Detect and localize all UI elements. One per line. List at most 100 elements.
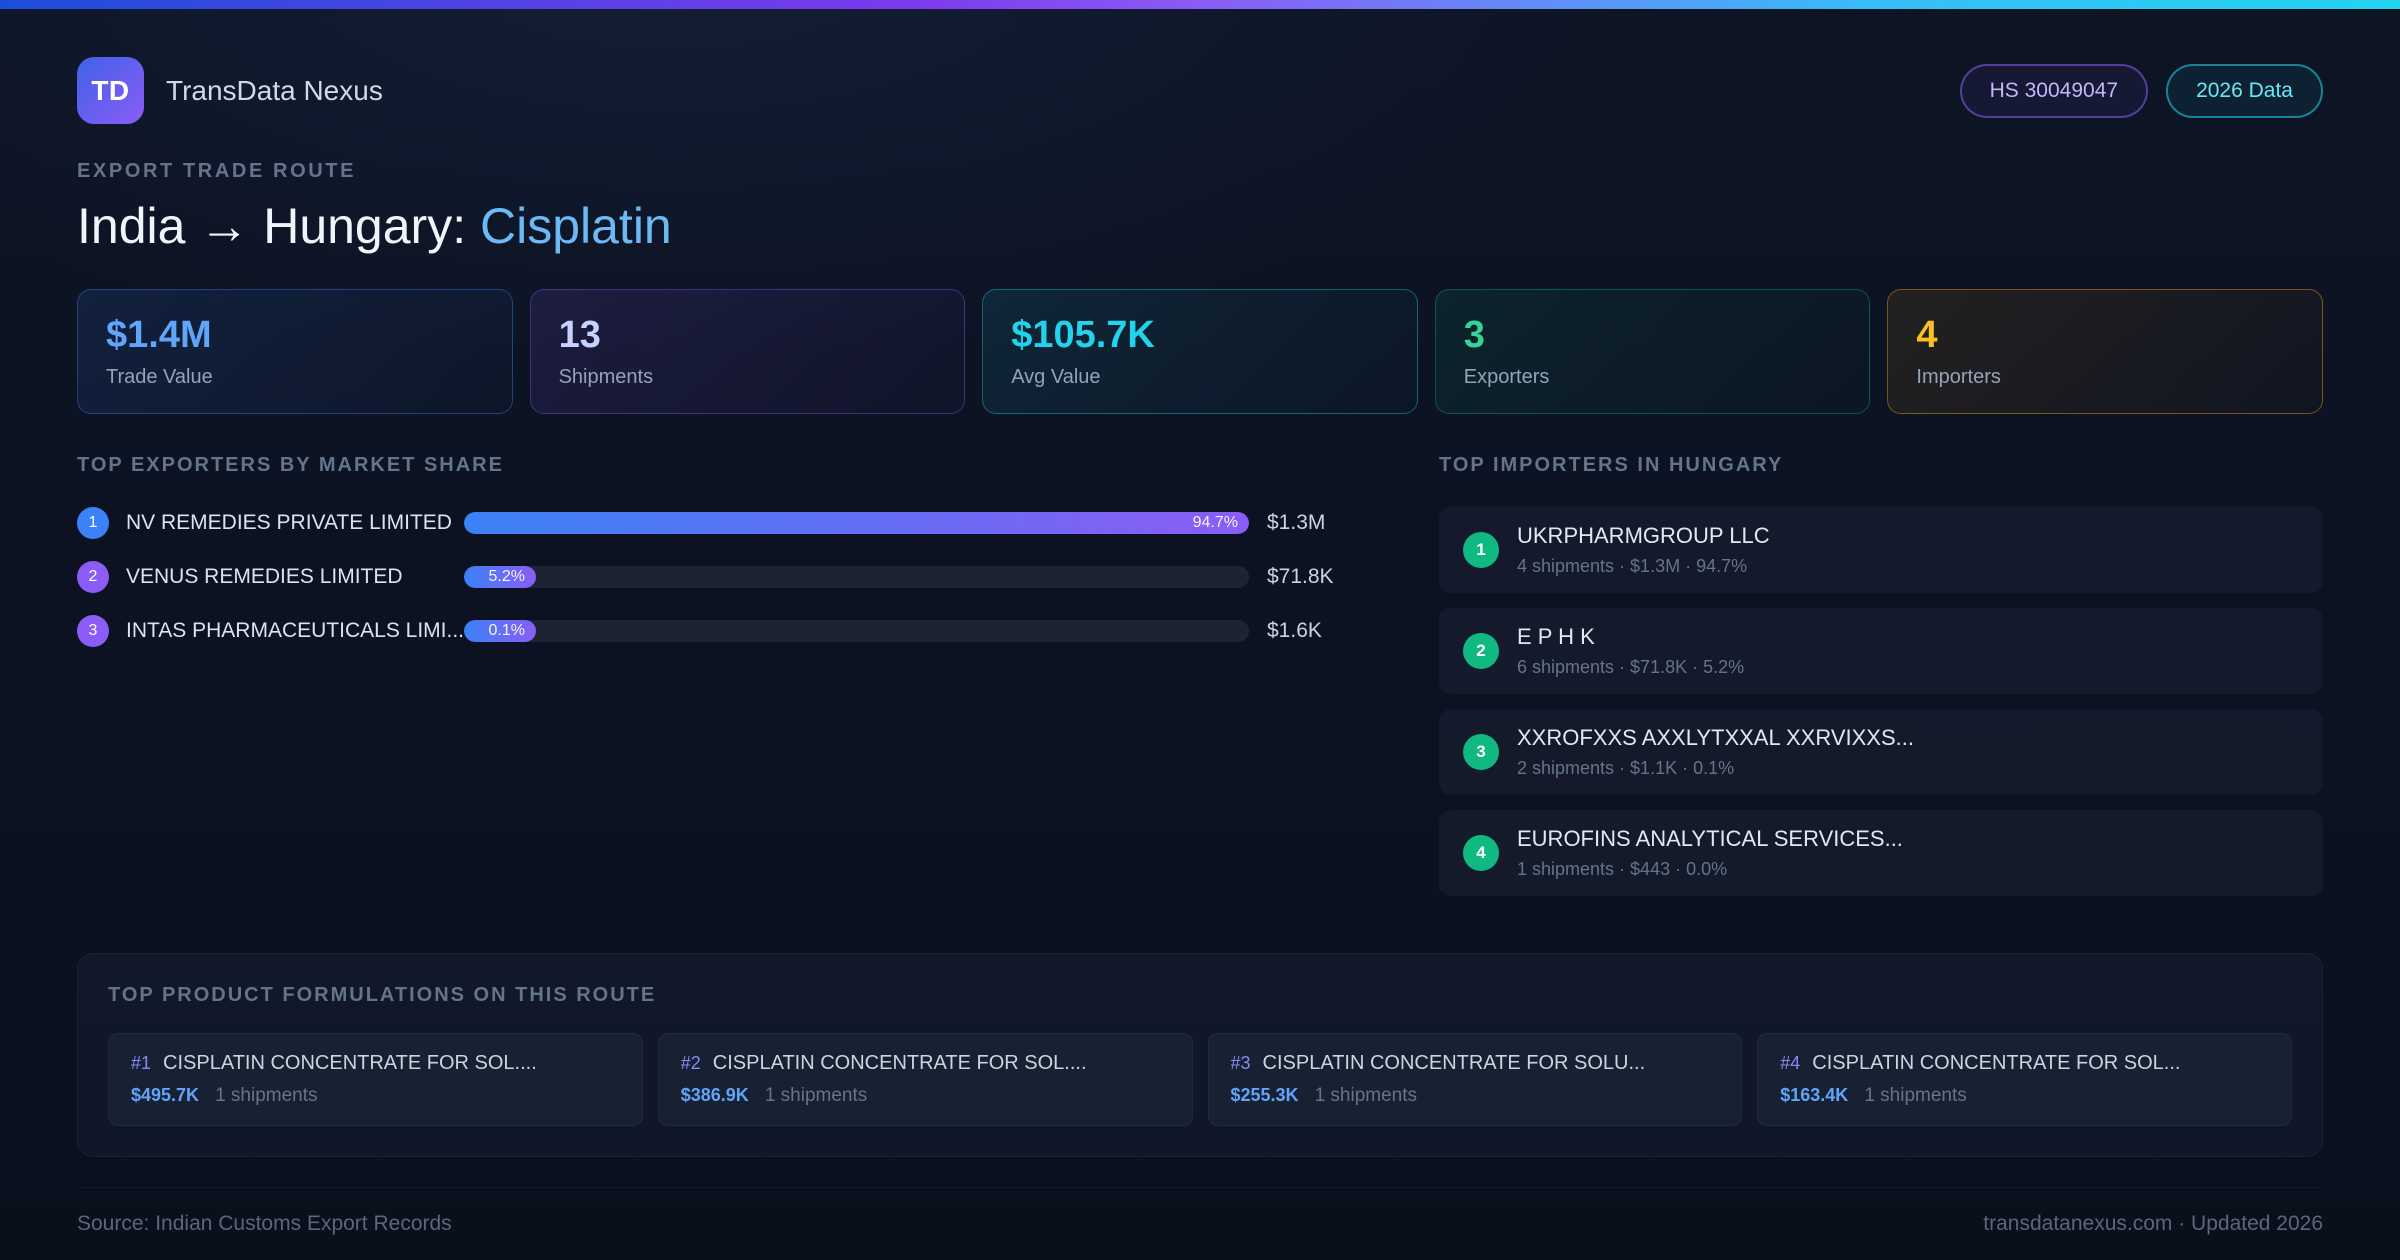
- product-card[interactable]: #1 CISPLATIN CONCENTRATE FOR SOL.... $49…: [108, 1033, 643, 1126]
- exporters-section: TOP EXPORTERS BY MARKET SHARE 1 NV REMED…: [77, 454, 1355, 669]
- product-header: #1 CISPLATIN CONCENTRATE FOR SOL....: [131, 1052, 620, 1075]
- product-name: CISPLATIN CONCENTRATE FOR SOL....: [712, 1052, 1087, 1074]
- products-panel: TOP PRODUCT FORMULATIONS ON THIS ROUTE #…: [77, 953, 2323, 1157]
- stat-label: Shipments: [558, 366, 654, 388]
- exporters-title: TOP EXPORTERS BY MARKET SHARE: [77, 454, 504, 476]
- footer-site: transdatanexus.com · Updated 2026: [1983, 1212, 2323, 1235]
- importer-item[interactable]: 4 EUROFINS ANALYTICAL SERVICES... 1 ship…: [1439, 810, 2323, 896]
- stat-value: 4: [1916, 314, 1938, 356]
- exporter-name: VENUS REMEDIES LIMITED: [126, 565, 403, 588]
- product-shipments: 1 shipments: [1864, 1085, 1967, 1106]
- importer-name: XXROFXXS AXXLYTXXAL XXRVIXXS...: [1517, 725, 1914, 750]
- exporter-name: INTAS PHARMACEUTICALS LIMI...: [126, 619, 464, 642]
- exporter-row[interactable]: 3 INTAS PHARMACEUTICALS LIMI... 0.1% $1.…: [77, 615, 1355, 647]
- importer-info: XXROFXXS AXXLYTXXAL XXRVIXXS... 2 shipme…: [1517, 725, 1914, 779]
- product-card[interactable]: #4 CISPLATIN CONCENTRATE FOR SOL... $163…: [1757, 1033, 2292, 1126]
- market-share-label: 5.2%: [488, 568, 525, 585]
- product-shipments: 1 shipments: [215, 1085, 318, 1106]
- market-share-fill: 0.1%: [464, 620, 536, 642]
- stat-label: Avg Value: [1011, 366, 1101, 388]
- product-value: $163.4K: [1780, 1085, 1849, 1105]
- product-shipments: 1 shipments: [764, 1085, 868, 1106]
- products-title: TOP PRODUCT FORMULATIONS ON THIS ROUTE: [108, 984, 657, 1006]
- accent-top-bar: [0, 0, 2400, 9]
- main-columns: TOP EXPORTERS BY MARKET SHARE 1 NV REMED…: [77, 454, 2323, 911]
- product-header: #4 CISPLATIN CONCENTRATE FOR SOL...: [1780, 1052, 2269, 1075]
- importer-detail: 6 shipments · $71.8K · 5.2%: [1517, 657, 1745, 677]
- product-name: CISPLATIN CONCENTRATE FOR SOLU...: [1262, 1052, 1646, 1074]
- market-share-track: 5.2%: [464, 566, 1249, 588]
- stat-shipments: 13 Shipments: [529, 289, 966, 414]
- stat-label: Importers: [1916, 366, 2001, 388]
- app-name: TransData Nexus: [166, 74, 383, 106]
- rank-badge: 3: [77, 615, 109, 647]
- rank-badge: 2: [77, 561, 109, 593]
- header-badges: HS 30049047 2026 Data: [1959, 63, 2323, 118]
- exporter-value: $71.8K: [1267, 565, 1334, 588]
- stat-cards: $1.4M Trade Value 13 Shipments $105.7K A…: [77, 289, 2323, 414]
- hs-code-badge[interactable]: HS 30049047: [1959, 63, 2149, 118]
- footer-source: Source: Indian Customs Export Records: [77, 1212, 452, 1235]
- route-title-prefix: India → Hungary:: [77, 198, 480, 254]
- stat-label: Exporters: [1463, 366, 1550, 388]
- product-value: $386.9K: [680, 1085, 749, 1105]
- stat-avg-value: $105.7K Avg Value: [982, 289, 1418, 414]
- stat-value: 3: [1463, 314, 1485, 356]
- stat-exporters: 3 Exporters: [1434, 289, 1871, 414]
- market-share-label: 0.1%: [488, 622, 525, 639]
- stat-value: $1.4M: [106, 314, 212, 356]
- product-rank: #2: [680, 1053, 701, 1073]
- product-stats: $386.9K 1 shipments: [681, 1085, 1170, 1107]
- importers-section: TOP IMPORTERS IN HUNGARY 1 UKRPHARMGROUP…: [1439, 454, 2323, 911]
- product-card[interactable]: #2 CISPLATIN CONCENTRATE FOR SOL.... $38…: [657, 1033, 1193, 1126]
- importer-detail: 4 shipments · $1.3M · 94.7%: [1517, 556, 1748, 576]
- rank-badge: 4: [1463, 835, 1499, 871]
- importer-name: UKRPHARMGROUP LLC: [1517, 523, 1770, 548]
- app-logo: TD: [77, 57, 144, 124]
- product-shipments: 1 shipments: [1314, 1085, 1418, 1106]
- rank-badge: 3: [1463, 734, 1499, 770]
- importer-item[interactable]: 3 XXROFXXS AXXLYTXXAL XXRVIXXS... 2 ship…: [1439, 709, 2323, 795]
- product-value: $255.3K: [1230, 1085, 1299, 1105]
- rank-badge: 2: [1463, 633, 1499, 669]
- products-grid: #1 CISPLATIN CONCENTRATE FOR SOL.... $49…: [108, 1033, 2292, 1126]
- product-header: #3 CISPLATIN CONCENTRATE FOR SOLU...: [1231, 1052, 1720, 1075]
- page-title: India → Hungary: Cisplatin: [77, 197, 2323, 255]
- header: TD TransData Nexus HS 30049047 2026 Data: [77, 57, 2323, 124]
- importer-info: EUROFINS ANALYTICAL SERVICES... 1 shipme…: [1517, 826, 1903, 880]
- exporter-name: NV REMEDIES PRIVATE LIMITED: [126, 511, 452, 534]
- product-card[interactable]: #3 CISPLATIN CONCENTRATE FOR SOLU... $25…: [1207, 1033, 1743, 1126]
- stat-importers: 4 Importers: [1887, 289, 2323, 414]
- product-header: #2 CISPLATIN CONCENTRATE FOR SOL....: [681, 1052, 1170, 1075]
- stat-label: Trade Value: [106, 366, 213, 388]
- data-year-badge[interactable]: 2026 Data: [2166, 63, 2323, 118]
- product-rank: #4: [1780, 1053, 1801, 1073]
- rank-badge: 1: [77, 507, 109, 539]
- importer-info: UKRPHARMGROUP LLC 4 shipments · $1.3M · …: [1517, 523, 1770, 577]
- importer-info: E P H K 6 shipments · $71.8K · 5.2%: [1517, 624, 1744, 678]
- product-rank: #3: [1230, 1053, 1251, 1073]
- footer: Source: Indian Customs Export Records tr…: [77, 1187, 2323, 1236]
- rank-badge: 1: [1463, 532, 1499, 568]
- product-value: $495.7K: [131, 1085, 200, 1105]
- exporter-row[interactable]: 2 VENUS REMEDIES LIMITED 5.2% $71.8K: [77, 561, 1355, 593]
- product-name: CISPLATIN CONCENTRATE FOR SOL....: [163, 1052, 537, 1074]
- product-name: CISPLATIN CONCENTRATE FOR SOL...: [1812, 1052, 2181, 1074]
- market-share-fill: 5.2%: [464, 566, 536, 588]
- exporter-row[interactable]: 1 NV REMEDIES PRIVATE LIMITED 94.7% $1.3…: [77, 507, 1355, 539]
- stat-value: $105.7K: [1011, 314, 1155, 356]
- product-highlight: Cisplatin: [479, 198, 672, 254]
- stat-value: 13: [558, 314, 601, 356]
- brand: TD TransData Nexus: [77, 57, 383, 124]
- importer-item[interactable]: 1 UKRPHARMGROUP LLC 4 shipments · $1.3M …: [1439, 507, 2323, 593]
- product-stats: $255.3K 1 shipments: [1231, 1085, 1720, 1107]
- market-share-track: 0.1%: [464, 620, 1249, 642]
- product-stats: $495.7K 1 shipments: [131, 1085, 620, 1107]
- product-rank: #1: [131, 1053, 152, 1073]
- importer-detail: 1 shipments · $443 · 0.0%: [1517, 859, 1728, 879]
- importer-detail: 2 shipments · $1.1K · 0.1%: [1517, 758, 1735, 778]
- importers-title: TOP IMPORTERS IN HUNGARY: [1439, 454, 1784, 476]
- market-share-label: 94.7%: [1192, 514, 1238, 531]
- market-share-fill: 94.7%: [464, 512, 1249, 534]
- importer-item[interactable]: 2 E P H K 6 shipments · $71.8K · 5.2%: [1439, 608, 2323, 694]
